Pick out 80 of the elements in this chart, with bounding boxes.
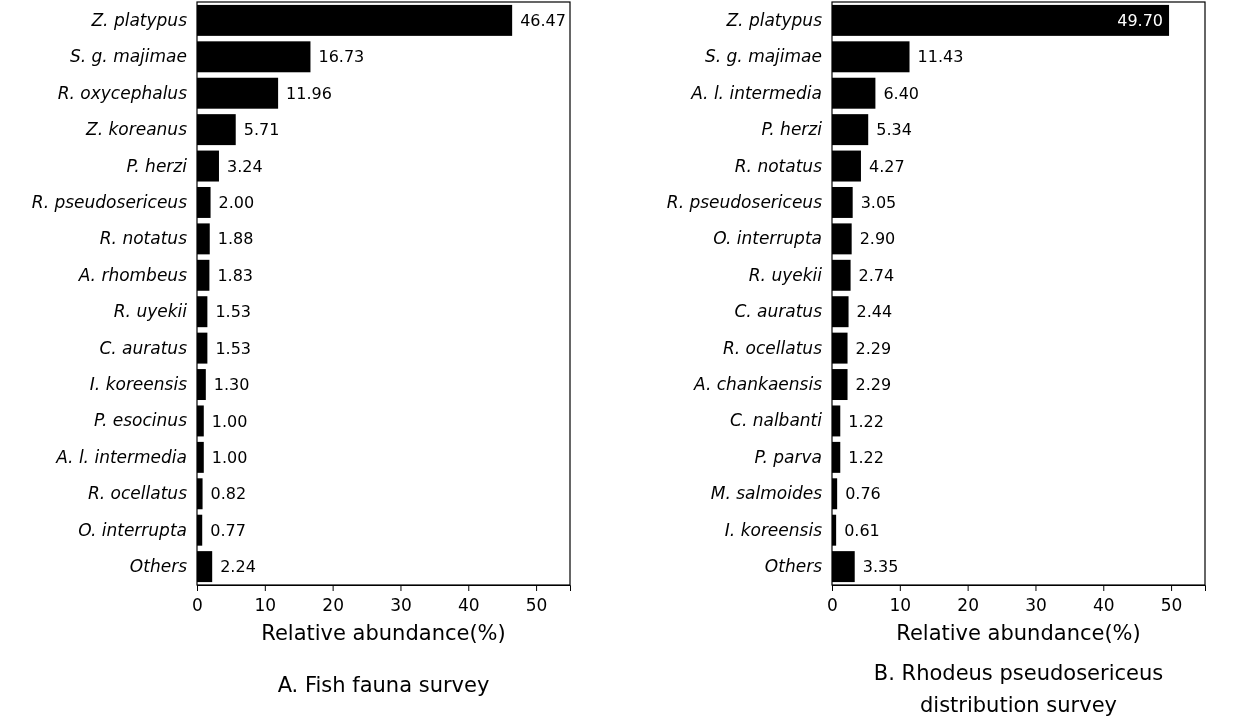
x-tick-label: 50 — [1160, 595, 1183, 615]
text: B. Rhodeus pseudosericeus distribution survey — [873, 661, 1164, 717]
y-tick-label: A. l. intermedia — [55, 446, 187, 467]
data-label: 1.88 — [217, 229, 254, 249]
y-tick-label: R. notatus — [734, 155, 823, 176]
y-tick-label: C. nalbanti — [730, 410, 823, 431]
data-label: 2.44 — [856, 302, 893, 322]
data-label: 16.73 — [318, 47, 365, 67]
data-label: 2.29 — [855, 338, 892, 358]
y-tick-label: R. ocellatus — [723, 337, 823, 358]
y-tick-label: C. auratus — [99, 337, 188, 358]
data-label: 2.24 — [220, 557, 256, 577]
y-tick-label: Z. platypus — [90, 9, 188, 30]
x-axis-title: Relative abundance(%) — [261, 621, 506, 645]
data-label: 1.30 — [213, 375, 250, 395]
x-tick-label: 30 — [390, 595, 412, 615]
x-tick-label: 20 — [322, 595, 344, 615]
data-label: 49.70 — [1117, 10, 1164, 30]
y-tick-label: A. chankaensis — [693, 373, 823, 394]
y-tick-label: A. rhombeus — [77, 264, 188, 285]
data-label: 1.53 — [215, 338, 251, 358]
x-tick-label: 20 — [957, 595, 979, 615]
data-label: 2.74 — [858, 265, 895, 285]
x-tick-label: 0 — [827, 595, 838, 615]
data-label: 1.83 — [217, 265, 254, 285]
data-label: 1.22 — [848, 411, 884, 431]
y-tick-label: Z. koreanus — [85, 119, 188, 140]
y-tick-label: I. koreensis — [89, 373, 188, 394]
y-tick-label: I. koreensis — [724, 519, 823, 540]
data-label: 3.35 — [862, 557, 899, 577]
data-label: 3.24 — [226, 156, 263, 176]
y-tick-label: R. oxycephalus — [57, 82, 188, 103]
text: A. Fish fauna survey — [277, 673, 490, 697]
y-tick-label: Others — [764, 556, 823, 577]
data-label: 1.00 — [211, 447, 248, 467]
data-label: 0.61 — [844, 520, 880, 540]
y-tick-label: P. herzi — [761, 119, 823, 140]
data-label: 2.29 — [855, 375, 892, 395]
y-tick-label: Z. platypus — [725, 9, 823, 30]
data-label: 5.34 — [876, 120, 912, 140]
y-tick-label: R. pseudosericeus — [666, 191, 823, 212]
data-label: 2.90 — [859, 229, 896, 249]
data-label: 11.96 — [286, 83, 332, 103]
data-label: 1.53 — [215, 302, 251, 322]
x-tick-label: 50 — [525, 595, 548, 615]
y-tick-label: R. uyekii — [748, 264, 823, 285]
x-tick-label: 40 — [1092, 595, 1115, 615]
y-tick-label: S. g. majimae — [704, 46, 822, 67]
data-label: 46.47 — [520, 10, 566, 30]
y-tick-label: O. interrupta — [78, 519, 187, 540]
y-tick-label: R. ocellatus — [88, 483, 188, 504]
x-tick-label: 10 — [889, 595, 912, 615]
data-label: 11.43 — [917, 47, 964, 67]
x-tick-label: 30 — [1025, 595, 1047, 615]
x-tick-label: 10 — [254, 595, 277, 615]
data-label: 4.27 — [868, 156, 905, 176]
y-tick-label: C. auratus — [734, 301, 823, 322]
y-tick-label: A. l. intermedia — [690, 82, 822, 103]
data-label: 3.05 — [860, 193, 897, 213]
data-label: 0.82 — [210, 484, 247, 504]
data-label: 1.00 — [211, 411, 248, 431]
data-label: 0.76 — [845, 484, 881, 504]
x-tick-label: 40 — [457, 595, 480, 615]
y-tick-label: P. esocinus — [94, 410, 188, 431]
data-label: 6.40 — [883, 83, 920, 103]
y-tick-label: M. salmoides — [710, 483, 823, 504]
y-tick-label: P. parva — [754, 446, 822, 467]
x-tick-label: 0 — [192, 595, 203, 615]
y-tick-label: O. interrupta — [713, 228, 822, 249]
data-label: 1.22 — [848, 447, 884, 467]
data-label: 5.71 — [243, 120, 280, 140]
x-axis-title: Relative abundance(%) — [896, 621, 1141, 645]
y-tick-label: S. g. majimae — [69, 46, 187, 67]
y-tick-label: R. uyekii — [113, 301, 188, 322]
data-label: 2.00 — [218, 193, 255, 213]
y-tick-label: R. notatus — [99, 228, 188, 249]
y-tick-label: Others — [129, 556, 188, 577]
y-tick-label: R. pseudosericeus — [31, 191, 188, 212]
data-label: 0.77 — [210, 520, 246, 540]
y-tick-label: P. herzi — [126, 155, 188, 176]
